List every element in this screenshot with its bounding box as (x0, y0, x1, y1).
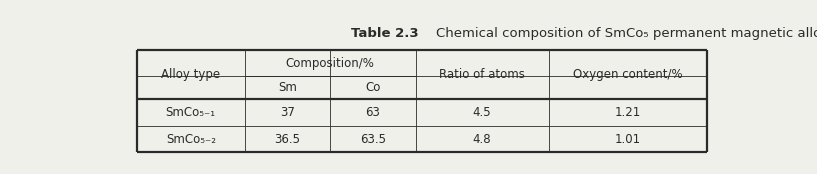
Text: Chemical composition of SmCo₅ permanent magnetic alloy: Chemical composition of SmCo₅ permanent … (418, 27, 817, 40)
Text: 63.5: 63.5 (359, 133, 386, 146)
Text: 63: 63 (365, 106, 380, 119)
Text: Composition/%: Composition/% (286, 57, 374, 70)
Text: 37: 37 (280, 106, 295, 119)
Text: 36.5: 36.5 (275, 133, 301, 146)
Text: SmCo₅₋₁: SmCo₅₋₁ (166, 106, 216, 119)
Text: 4.8: 4.8 (473, 133, 491, 146)
Text: SmCo₅₋₂: SmCo₅₋₂ (166, 133, 216, 146)
Text: Oxygen content/%: Oxygen content/% (573, 68, 682, 81)
Text: Ratio of atoms: Ratio of atoms (439, 68, 525, 81)
Text: Table 2.3: Table 2.3 (351, 27, 418, 40)
Text: Co: Co (365, 81, 381, 94)
Text: 1.01: 1.01 (614, 133, 641, 146)
Text: 1.21: 1.21 (614, 106, 641, 119)
Text: Sm: Sm (278, 81, 297, 94)
Text: Alloy type: Alloy type (161, 68, 221, 81)
Text: 4.5: 4.5 (473, 106, 491, 119)
